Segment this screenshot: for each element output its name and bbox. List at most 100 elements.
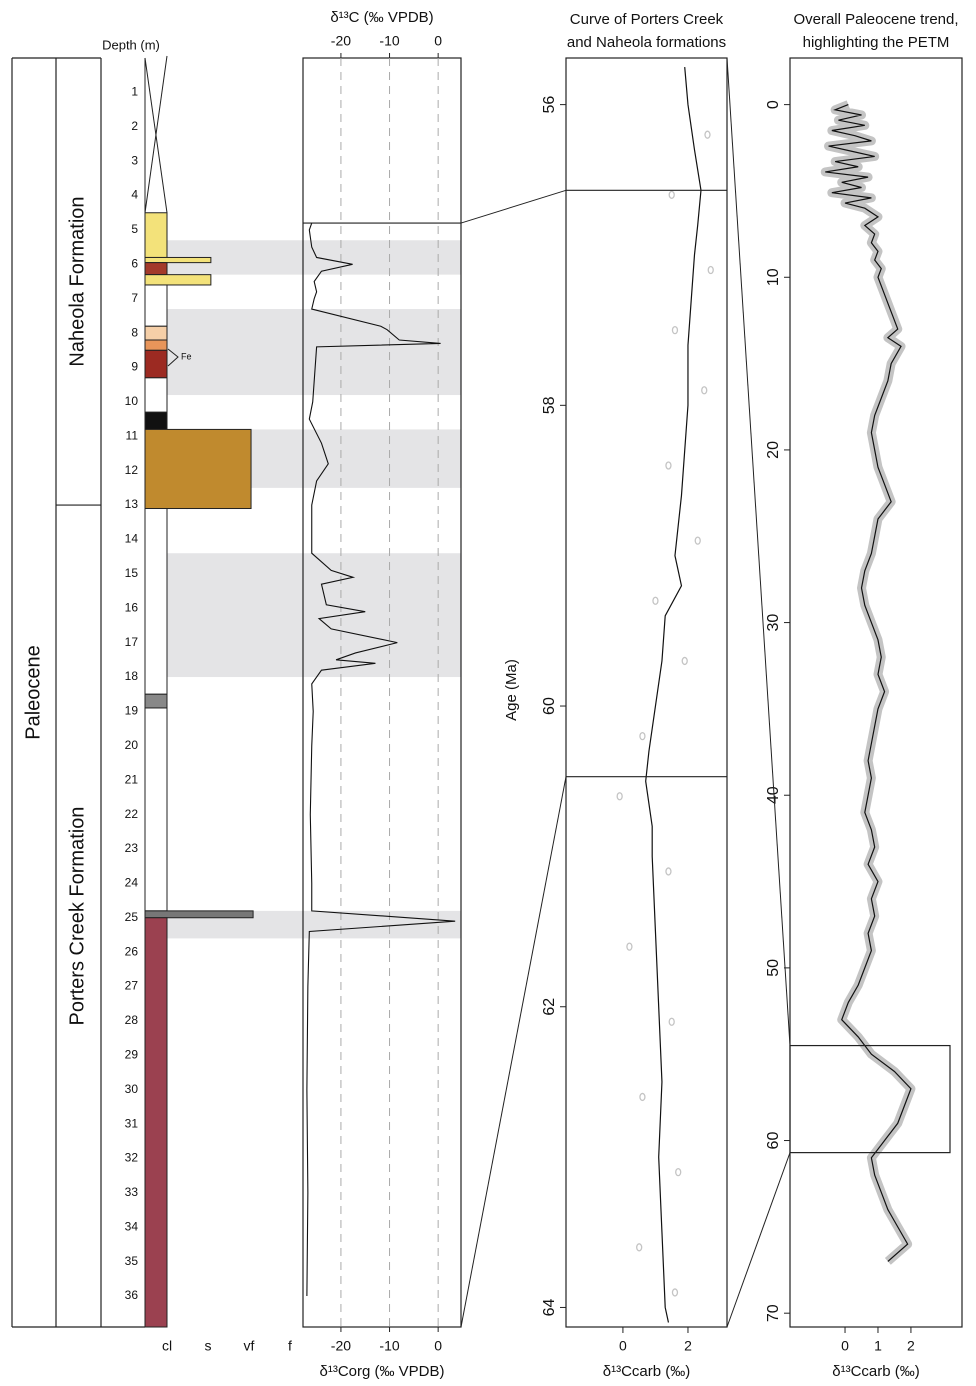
y-tick-label: 23 xyxy=(125,841,139,855)
lithology-layer xyxy=(145,918,167,1327)
y-tick-label: 58 xyxy=(541,396,558,414)
y-tick-label: 20 xyxy=(125,738,139,752)
data-point xyxy=(637,1244,642,1251)
x-tick-label: vf xyxy=(244,1338,255,1354)
y-tick-label: 60 xyxy=(541,697,558,715)
lithology-layer xyxy=(145,911,253,918)
y-tick-label: 36 xyxy=(125,1288,139,1302)
y-tick-label: 26 xyxy=(125,944,139,958)
x-tick-label: f xyxy=(288,1338,292,1354)
range-box xyxy=(790,1046,950,1153)
annotation: Fe xyxy=(181,351,192,361)
y-tick-label: 35 xyxy=(125,1254,139,1268)
x-tick-label: -20 xyxy=(331,1338,351,1354)
lithology-layer xyxy=(145,275,211,285)
data-point xyxy=(653,597,658,604)
y-tick-label: 1 xyxy=(131,85,138,99)
lithology-layer xyxy=(145,509,167,695)
data-point xyxy=(682,657,687,664)
y-tick-label: 33 xyxy=(125,1185,139,1199)
x-axis-title: δ¹³Corg (‰ VPDB) xyxy=(319,1363,444,1380)
y-tick-label: 30 xyxy=(765,614,782,632)
x-tick-label: s xyxy=(205,1338,212,1354)
y-tick-label: 21 xyxy=(125,772,139,786)
data-point xyxy=(705,131,710,138)
y-tick-label: 13 xyxy=(125,497,139,511)
chart-title: and Naheola formations xyxy=(567,34,726,51)
lithology-layer xyxy=(145,340,167,350)
y-tick-label: 28 xyxy=(125,1013,139,1027)
x-tick-label: 0 xyxy=(434,33,442,49)
x-axis-title: δ¹³Ccarb (‰) xyxy=(832,1363,920,1380)
y-axis-title: Age (Ma) xyxy=(503,659,520,721)
connector xyxy=(727,1153,790,1327)
data-envelope xyxy=(825,105,911,1262)
figure: Paleocene Naheola Formation Porters Creek … xyxy=(0,0,976,1386)
y-tick-label: 9 xyxy=(131,360,138,374)
data-point xyxy=(666,462,671,469)
y-tick-label: 17 xyxy=(125,635,139,649)
chart-title: highlighting the PETM xyxy=(803,34,950,51)
unit-label: Paleocene xyxy=(22,645,44,740)
y-tick-label: 15 xyxy=(125,566,139,580)
y-tick-label: 25 xyxy=(125,910,139,924)
y-tick-label: 50 xyxy=(765,959,782,977)
x-tick-label: cl xyxy=(162,1338,172,1354)
x-tick-label: 0 xyxy=(434,1338,442,1354)
y-tick-label: 4 xyxy=(131,188,138,202)
connector xyxy=(461,190,566,223)
data-point xyxy=(695,537,700,544)
y-tick-label: 5 xyxy=(131,222,138,236)
data-point xyxy=(669,191,674,198)
lithology-layer xyxy=(145,213,167,258)
data-point xyxy=(640,1093,645,1100)
x-tick-label: 0 xyxy=(841,1338,849,1354)
y-tick-label: 10 xyxy=(765,268,782,286)
y-tick-label: 16 xyxy=(125,600,139,614)
lithology-layer xyxy=(145,429,251,508)
lithology-layer xyxy=(145,412,167,429)
y-tick-label: 62 xyxy=(541,998,558,1016)
formation-label: Porters Creek Formation xyxy=(66,807,88,1026)
x-tick-label: 2 xyxy=(684,1338,692,1354)
lithology-layer xyxy=(145,263,167,275)
x-tick-label: 1 xyxy=(874,1338,882,1354)
data-point xyxy=(640,733,645,740)
y-tick-label: 60 xyxy=(765,1132,782,1150)
y-tick-label: 19 xyxy=(125,704,139,718)
data-point xyxy=(666,868,671,875)
lithology-layer xyxy=(145,285,167,326)
y-tick-label: 18 xyxy=(125,669,139,683)
x-tick-label: -10 xyxy=(379,1338,399,1354)
data-point xyxy=(672,1289,677,1296)
data-point xyxy=(702,387,707,394)
chart-title: Curve of Porters Creek xyxy=(570,11,724,28)
y-tick-label: 32 xyxy=(125,1151,139,1165)
highlight-band xyxy=(167,553,461,677)
y-tick-label: 64 xyxy=(541,1298,558,1316)
x-axis-title: δ¹³Ccarb (‰) xyxy=(603,1363,691,1380)
formation-label: Naheola Formation xyxy=(66,196,88,366)
panel-frame xyxy=(566,58,727,1327)
y-tick-label: 34 xyxy=(125,1219,139,1233)
lithology-layer xyxy=(145,694,167,708)
connector xyxy=(727,58,790,1046)
data-point xyxy=(672,327,677,334)
y-tick-label: 31 xyxy=(125,1116,139,1130)
y-tick-label: 12 xyxy=(125,463,139,477)
y-tick-label: 6 xyxy=(131,257,138,271)
lithology-layer xyxy=(145,708,167,911)
connector xyxy=(461,777,566,1327)
y-tick-label: 56 xyxy=(541,96,558,114)
lithology-layer xyxy=(145,350,167,378)
y-tick-label: 29 xyxy=(125,1047,139,1061)
lithology-layer xyxy=(145,257,211,262)
y-tick-label: 8 xyxy=(131,325,138,339)
y-tick-label: 11 xyxy=(126,428,139,442)
y-tick-label: 14 xyxy=(125,532,139,546)
data-point xyxy=(676,1169,681,1176)
x-tick-label: 0 xyxy=(619,1338,627,1354)
x-tick-label: -20 xyxy=(331,33,351,49)
data-point xyxy=(617,793,622,800)
y-tick-label: 10 xyxy=(125,394,139,408)
